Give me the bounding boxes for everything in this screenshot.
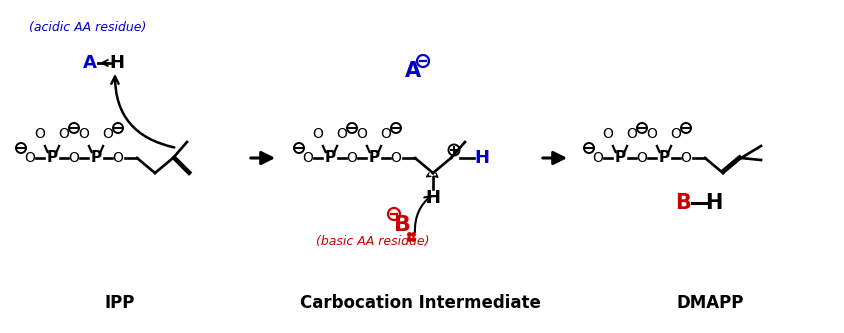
Text: Carbocation Intermediate: Carbocation Intermediate xyxy=(300,294,540,312)
Text: P: P xyxy=(90,151,101,166)
Text: O: O xyxy=(337,127,348,141)
Text: O: O xyxy=(671,127,681,141)
Text: H: H xyxy=(110,54,125,72)
Text: O: O xyxy=(391,151,402,165)
Text: O: O xyxy=(603,127,614,141)
Text: (basic AA residue): (basic AA residue) xyxy=(316,234,430,247)
Text: P: P xyxy=(46,151,57,166)
Text: O: O xyxy=(302,151,313,165)
Text: O: O xyxy=(381,127,392,141)
Text: O: O xyxy=(647,127,657,141)
Text: IPP: IPP xyxy=(105,294,135,312)
Text: P: P xyxy=(658,151,669,166)
Text: B: B xyxy=(394,215,412,235)
Text: B: B xyxy=(675,193,691,213)
Text: O: O xyxy=(312,127,323,141)
Text: O: O xyxy=(592,151,603,165)
Text: O: O xyxy=(35,127,46,141)
Text: O: O xyxy=(636,151,647,165)
Text: H: H xyxy=(425,189,441,207)
Text: H: H xyxy=(706,193,722,213)
Text: P: P xyxy=(614,151,625,166)
FancyArrowPatch shape xyxy=(111,77,174,148)
Text: O: O xyxy=(347,151,358,165)
Text: O: O xyxy=(112,151,123,165)
Text: O: O xyxy=(24,151,35,165)
Text: DMAPP: DMAPP xyxy=(676,294,744,312)
Text: P: P xyxy=(324,151,336,166)
Text: A: A xyxy=(83,54,97,72)
Text: P: P xyxy=(369,151,380,166)
Text: O: O xyxy=(626,127,637,141)
Text: H: H xyxy=(474,149,490,167)
Text: O: O xyxy=(78,127,89,141)
Text: O: O xyxy=(103,127,113,141)
Text: O: O xyxy=(356,127,367,141)
Text: O: O xyxy=(58,127,69,141)
Text: O: O xyxy=(680,151,691,165)
Text: A: A xyxy=(405,61,421,81)
FancyArrowPatch shape xyxy=(415,196,431,232)
Text: (acidic AA residue): (acidic AA residue) xyxy=(30,22,147,35)
Text: O: O xyxy=(68,151,79,165)
